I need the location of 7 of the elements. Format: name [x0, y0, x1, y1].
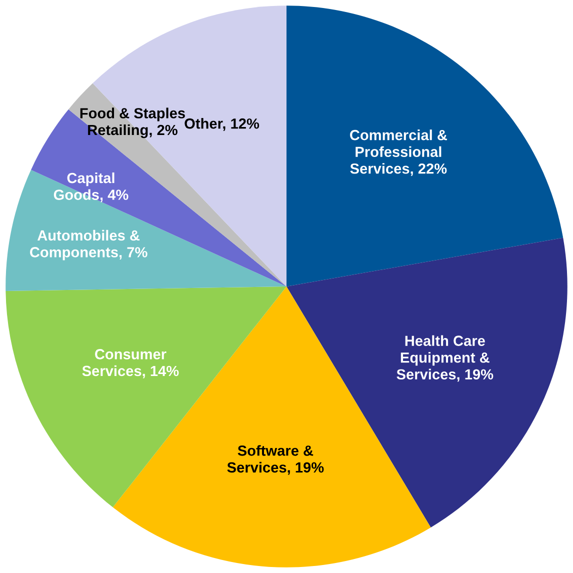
slice-label: Commercial & Professional Services, 22%: [350, 130, 448, 176]
slice-label: Software & Services, 19%: [227, 445, 324, 475]
slice-label: Health Care Equipment & Services, 19%: [396, 335, 494, 382]
slice-label: Consumer Services, 14%: [82, 349, 179, 378]
slice-label: Food & Staples Retailing, 2%: [80, 108, 185, 138]
slice-label: Automobiles & Components, 7%: [30, 230, 148, 260]
slice-label: Other, 12%: [184, 118, 260, 131]
